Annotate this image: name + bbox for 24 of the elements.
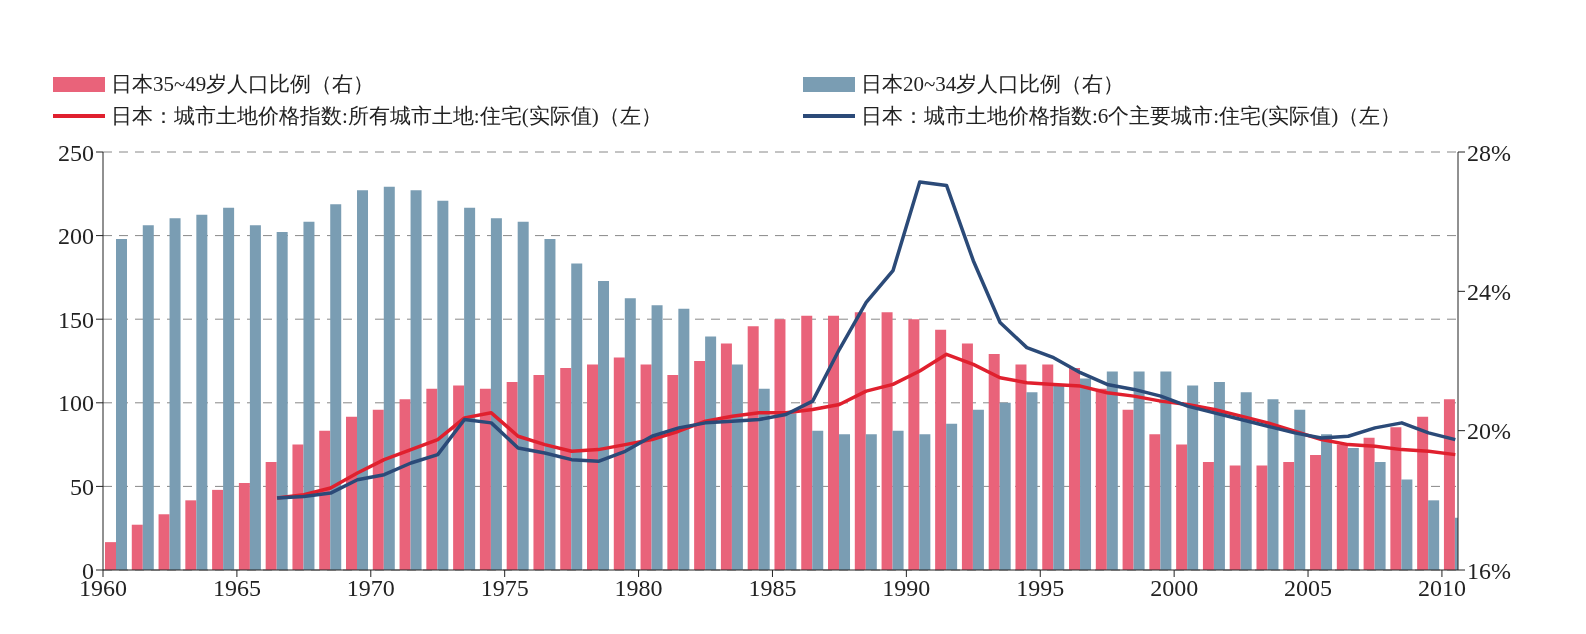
x-tick-label: 1970 <box>346 575 395 602</box>
y-tick-label: 100 <box>58 390 94 417</box>
x-tick-label: 2000 <box>1150 575 1199 602</box>
y-tick-label: 50 <box>70 473 94 500</box>
x-tick-label: 1965 <box>212 575 261 602</box>
x-tick-label: 2005 <box>1284 575 1333 602</box>
x-tick-label: 1990 <box>882 575 931 602</box>
x-tick-label: 1980 <box>614 575 663 602</box>
legend-label: 日本：城市土地价格指数:所有城市土地:住宅(实际值)（左） <box>111 103 662 130</box>
legend-label: 日本35~49岁人口比例（右） <box>111 71 375 98</box>
x-tick-label: 1975 <box>480 575 529 602</box>
legend-label: 日本20~34岁人口比例（右） <box>861 71 1125 98</box>
y2-tick-label: 24% <box>1467 278 1511 305</box>
x-tick-label: 2010 <box>1417 575 1466 602</box>
y-tick-label: 150 <box>58 306 94 333</box>
x-tick-label: 1985 <box>748 575 797 602</box>
y2-tick-label: 28% <box>1467 139 1511 166</box>
line-series <box>275 180 1458 500</box>
y2-tick-label: 16% <box>1467 557 1511 584</box>
legend-label: 日本：城市土地价格指数:6个主要城市:住宅(实际值)（左） <box>861 103 1402 130</box>
y-tick-label: 200 <box>58 223 94 250</box>
x-tick-label: 1995 <box>1016 575 1065 602</box>
y2-tick-label: 20% <box>1467 418 1511 445</box>
y-tick-label: 250 <box>58 139 94 166</box>
